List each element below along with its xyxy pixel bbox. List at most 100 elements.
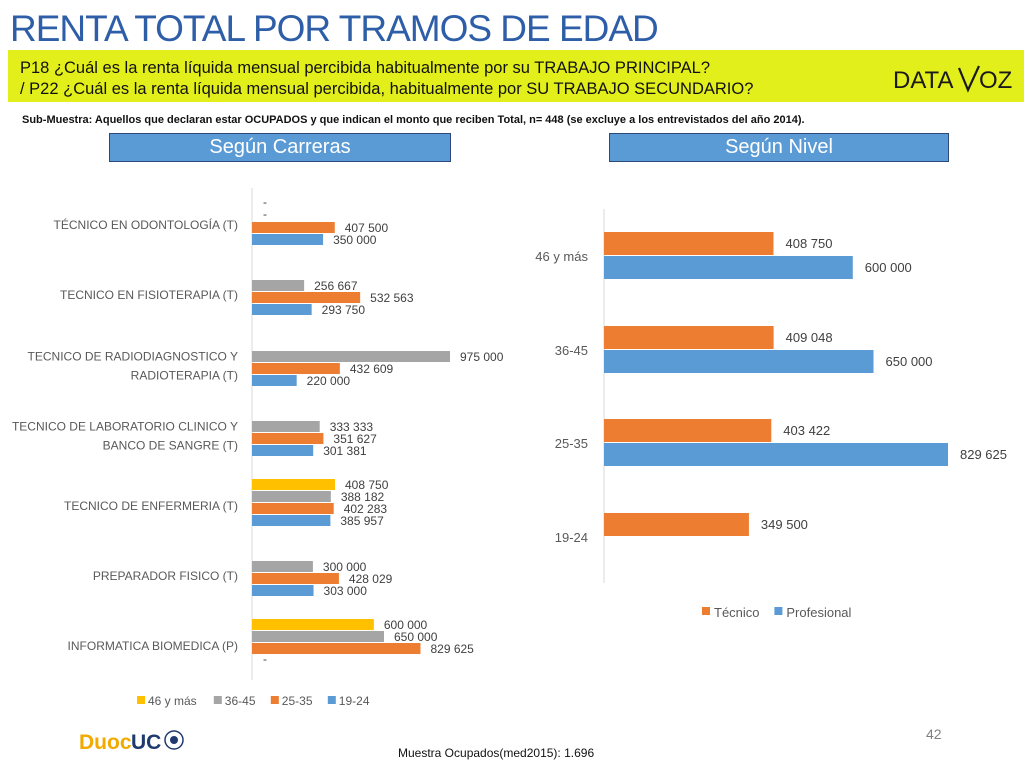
left-legend-swatch	[327, 696, 336, 704]
left-bar	[252, 445, 314, 456]
left-data-label: 300 000	[323, 560, 367, 574]
left-legend-label: 36-45	[225, 694, 256, 708]
left-data-label: 975 000	[460, 350, 504, 364]
left-bar	[252, 503, 334, 514]
left-data-label: 385 957	[340, 514, 384, 528]
left-category-label: TECNICO DE LABORATORIO CLINICO Y	[12, 420, 238, 434]
left-bar	[252, 304, 312, 315]
left-data-label: 650 000	[394, 630, 438, 644]
left-bar	[252, 561, 313, 572]
right-bar	[604, 513, 749, 536]
left-legend-swatch	[213, 696, 222, 704]
left-category-label: INFORMATICA BIOMEDICA (P)	[68, 639, 238, 653]
left-data-label: 351 627	[333, 432, 377, 446]
left-data-label: 402 283	[344, 502, 388, 516]
right-bar	[604, 443, 948, 466]
right-panel-header: Según Nivel	[609, 133, 949, 162]
left-category-label: BANCO DE SANGRE (T)	[103, 439, 238, 453]
left-legend-swatch	[270, 696, 279, 704]
left-bar	[252, 234, 324, 245]
left-data-label: 407 500	[345, 221, 389, 235]
page-title: RENTA TOTAL POR TRAMOS DE EDAD	[10, 8, 659, 49]
left-data-label: -	[263, 652, 267, 666]
left-bar	[252, 585, 314, 596]
left-data-label: 428 029	[349, 572, 393, 586]
left-bar	[252, 280, 305, 291]
left-data-label: 600 000	[384, 618, 428, 632]
left-legend-label: 19-24	[339, 694, 370, 708]
right-bar	[604, 419, 772, 442]
question-band	[8, 50, 1024, 102]
left-bar	[252, 573, 339, 584]
left-legend-swatch	[137, 696, 145, 704]
right-bar	[604, 232, 774, 255]
right-bar	[604, 350, 874, 373]
left-bar	[252, 375, 297, 386]
left-data-label: 256 667	[314, 279, 358, 293]
right-category-label: 19-24	[555, 530, 588, 545]
right-category-label: 36-45	[555, 343, 588, 358]
svg-text:Duoc: Duoc	[79, 731, 132, 754]
svg-text:OZ: OZ	[979, 67, 1012, 94]
right-data-label: 829 625	[960, 447, 1007, 462]
left-bar	[252, 631, 384, 642]
right-data-label: 600 000	[865, 260, 912, 275]
question-p22: / P22 ¿Cuál es la renta líquida mensual …	[20, 80, 754, 98]
left-bar	[252, 421, 320, 432]
left-bar	[252, 619, 374, 630]
left-bar	[252, 222, 335, 233]
right-category-label: 25-35	[555, 436, 588, 451]
left-data-label: -	[263, 207, 267, 221]
left-bar	[252, 491, 331, 502]
left-legend-label: 25-35	[282, 694, 313, 708]
right-legend-swatch	[774, 607, 783, 615]
left-data-label: 350 000	[333, 233, 377, 247]
left-bar	[252, 363, 340, 374]
left-data-label: 333 333	[330, 420, 374, 434]
right-data-label: 349 500	[761, 517, 808, 532]
left-data-label: 220 000	[307, 374, 351, 388]
svg-text:DATA: DATA	[893, 67, 953, 94]
left-data-label: 301 381	[323, 444, 367, 458]
left-data-label: -	[263, 195, 267, 209]
left-bar	[252, 643, 421, 654]
left-panel-header: Según Carreras	[109, 133, 451, 162]
footer-muestra: Muestra Ocupados(med2015): 1.696	[398, 746, 595, 760]
left-bar	[252, 479, 336, 490]
duocuc-logo: Duoc UC	[79, 730, 184, 754]
right-data-label: 409 048	[786, 330, 833, 345]
right-data-label: 408 750	[785, 236, 832, 251]
right-data-label: 403 422	[783, 423, 830, 438]
left-data-label: 408 750	[345, 478, 389, 492]
left-data-label: 388 182	[341, 490, 385, 504]
left-category-label: TÉCNICO EN ODONTOLOGÍA (T)	[54, 217, 238, 232]
right-data-label: 650 000	[886, 354, 933, 369]
left-legend-label: 46 y más	[148, 694, 197, 708]
left-data-label: 293 750	[322, 303, 366, 317]
left-data-label: 532 563	[370, 291, 414, 305]
left-bar	[252, 433, 324, 444]
left-category-label: TECNICO DE RADIODIAGNOSTICO Y	[28, 350, 238, 364]
left-category-label: PREPARADOR FISICO (T)	[93, 569, 238, 583]
datavoz-logo: DATA OZ	[893, 65, 1012, 94]
left-bar	[252, 515, 331, 526]
left-bar	[252, 292, 361, 303]
left-bar	[252, 351, 450, 362]
question-p18: P18 ¿Cuál es la renta líquida mensual pe…	[20, 59, 710, 77]
right-bar	[604, 326, 774, 349]
right-legend-label: Técnico	[714, 605, 760, 620]
submuestra-note: Sub-Muestra: Aquellos que declaran estar…	[22, 114, 805, 126]
right-legend-swatch	[702, 607, 710, 615]
left-category-label: TECNICO EN FISIOTERAPIA (T)	[60, 288, 238, 302]
right-bar	[604, 256, 853, 279]
left-category-label: TECNICO DE ENFERMERIA (T)	[64, 499, 238, 513]
left-data-label: 303 000	[324, 584, 368, 598]
right-legend-label: Profesional	[786, 605, 851, 620]
svg-text:UC: UC	[131, 731, 161, 754]
page-number: 42	[926, 726, 942, 742]
right-category-label: 46 y más	[535, 249, 588, 264]
left-data-label: 829 625	[430, 642, 474, 656]
left-category-label: RADIOTERAPIA (T)	[131, 369, 238, 383]
left-data-label: 432 609	[350, 362, 394, 376]
